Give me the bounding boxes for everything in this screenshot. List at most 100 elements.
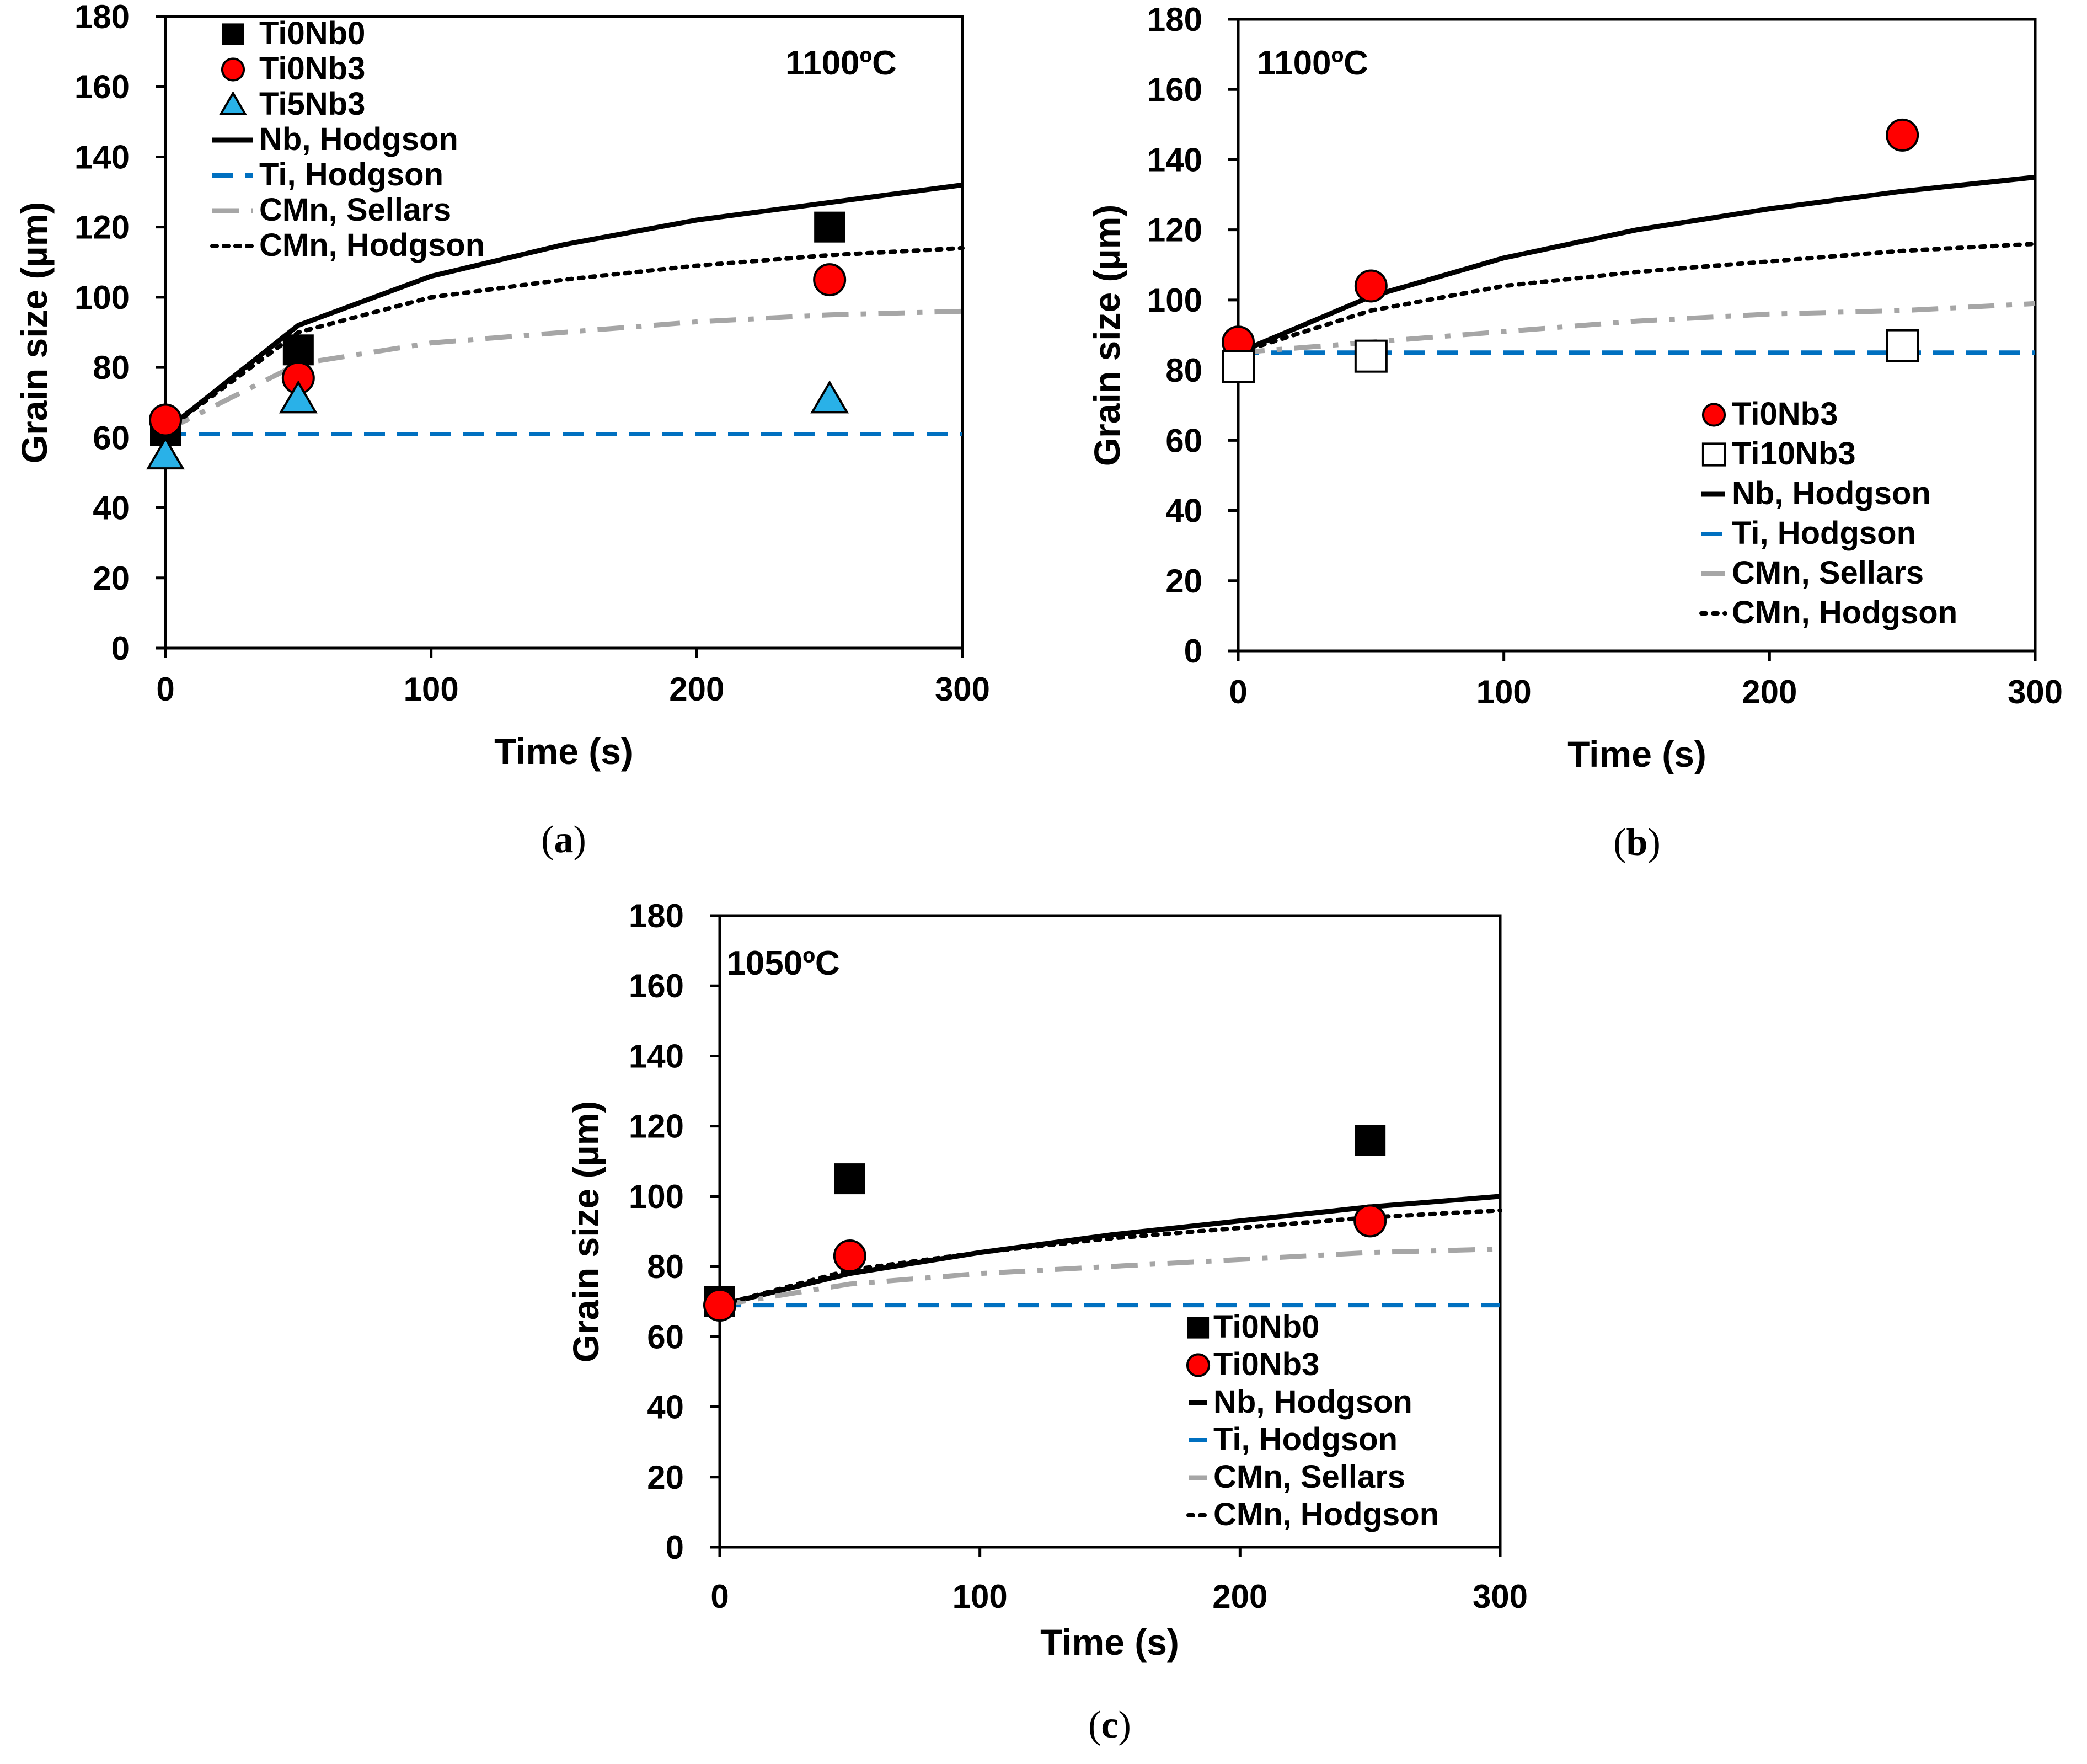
y-tick-label: 20 [1165, 563, 1202, 600]
y-tick-label: 180 [1147, 1, 1202, 38]
legend-label: Ti5Nb3 [259, 86, 365, 122]
curve-cmn-hodgson [718, 1208, 1502, 1308]
marker-ti10nb3 [1354, 339, 1388, 373]
y-tick-label: 60 [647, 1318, 684, 1355]
marker-ti0nb0 [834, 1163, 865, 1195]
panel-caption-letter: c [1101, 1704, 1118, 1746]
legend-label: Nb, Hodgson [1213, 1384, 1412, 1420]
x-tick-label: 0 [156, 671, 174, 708]
y-tick-label: 180 [74, 0, 130, 35]
y-tick-label: 160 [74, 68, 130, 105]
x-tick-label: 200 [1742, 673, 1797, 710]
temperature-label: 1100ºC [1257, 44, 1368, 82]
y-tick-label: 120 [629, 1108, 684, 1145]
chart-panel-a: 0 20 40 60 80 100 120 140 160 180 0 100 200 300 Time (… [14, 0, 990, 772]
y-tick-label: 160 [1147, 71, 1202, 108]
plot-area-frame [164, 15, 964, 650]
panel-caption-letter: b [1626, 821, 1648, 864]
chart-panel-c: 0 20 40 60 80 100 120 140 160 180 0 100 200 300 Time (… [565, 897, 1528, 1663]
y-tick-label: 20 [647, 1459, 684, 1496]
marker-ti5nb3 [810, 380, 849, 414]
x-axis-title: Time (s) [494, 731, 633, 772]
marker-ti0nb3 [1886, 118, 1919, 152]
legend-label: Ti, Hodgson [1213, 1421, 1398, 1457]
y-tick-label: 80 [93, 349, 130, 386]
marker-ti0nb0 [282, 334, 314, 366]
legend-label: Ti0Nb0 [259, 15, 365, 51]
legend-label: Nb, Hodgson [1732, 475, 1931, 511]
y-tick-label: 20 [93, 560, 130, 597]
curve-nb-hodgson [1237, 174, 2036, 355]
y-tick-label: 80 [1165, 352, 1202, 389]
y-tick-label: 100 [74, 279, 130, 316]
y-tick-label: 0 [1184, 633, 1202, 670]
y-tick-label: 60 [93, 419, 130, 456]
curve-nb-hodgson [164, 182, 963, 433]
legend-label: Ti0Nb3 [1732, 396, 1838, 432]
y-tick-label: 60 [1165, 422, 1202, 459]
legend-label: Ti, Hodgson [1732, 515, 1916, 551]
marker-ti10nb3 [1222, 350, 1255, 383]
legend-symbol-ti0nb3 [221, 57, 245, 82]
y-tick-label: 0 [666, 1529, 684, 1566]
legend-symbol-ti10nb3 [1701, 442, 1726, 467]
curve-cmn-hodgson [1236, 242, 2037, 355]
panel-caption-letter: a [554, 819, 574, 861]
panel-caption: (b) [1613, 821, 1661, 864]
y-tick-label: 120 [1147, 212, 1202, 249]
x-tick-label: 100 [1476, 673, 1532, 710]
x-tick-label: 0 [710, 1578, 729, 1615]
y-tick-label: 140 [1147, 141, 1202, 178]
marker-ti0nb3 [1354, 269, 1388, 303]
y-tick-label: 100 [629, 1178, 684, 1215]
curve-cmn-sellars [164, 308, 963, 433]
legend-label: Ti0Nb3 [1213, 1346, 1319, 1382]
x-tick-label: 100 [404, 671, 459, 708]
marker-ti0nb0 [814, 211, 845, 243]
x-tick-label: 300 [935, 671, 990, 708]
legend-label: Ti10Nb3 [1732, 436, 1856, 472]
y-tick-label: 0 [111, 630, 130, 667]
legend-label: CMn, Hodgson [1732, 595, 1957, 630]
marker-ti5nb3 [279, 380, 318, 414]
x-tick-label: 0 [1229, 673, 1247, 710]
legend-label: CMn, Hodgson [1213, 1496, 1439, 1532]
marker-ti5nb3 [146, 436, 185, 470]
y-tick-label: 40 [647, 1389, 684, 1426]
panel-caption: (c) [1088, 1704, 1131, 1746]
legend-symbol-ti0nb0 [1187, 1317, 1210, 1339]
legend-label: CMn, Sellars [259, 192, 451, 228]
plot-area-frame [718, 914, 1502, 1549]
x-tick-label: 300 [2008, 673, 2063, 710]
x-tick-label: 200 [1212, 1578, 1267, 1615]
y-tick-label: 160 [629, 967, 684, 1004]
y-tick-label: 140 [629, 1038, 684, 1075]
legend-symbol-ti0nb3 [1186, 1353, 1211, 1377]
marker-ti0nb0 [1355, 1125, 1386, 1156]
marker-ti0nb3 [833, 1239, 866, 1273]
x-axis-title: Time (s) [1040, 1622, 1179, 1663]
legend-label: Ti, Hodgson [259, 157, 443, 193]
legend-label: CMn, Sellars [1213, 1459, 1405, 1495]
marker-ti10nb3 [1886, 329, 1919, 362]
y-tick-label: 140 [74, 138, 130, 175]
legend-symbol-ti0nb0 [222, 23, 244, 45]
marker-ti0nb3 [703, 1289, 736, 1322]
temperature-label: 1050ºC [726, 944, 839, 982]
legend-label: Ti0Nb3 [259, 51, 365, 87]
legend-label: CMn, Sellars [1732, 555, 1924, 591]
curve-cmn-sellars [719, 1246, 1501, 1308]
marker-ti0nb3 [1353, 1204, 1387, 1238]
legend-label: Ti0Nb0 [1213, 1309, 1319, 1345]
legend-label: Nb, Hodgson [259, 121, 458, 157]
curve-cmn-hodgson [163, 245, 965, 433]
y-tick-label: 100 [1147, 282, 1202, 319]
legend-label: CMn, Hodgson [259, 227, 485, 263]
y-axis-title: Grain size (µm) [14, 202, 55, 463]
y-axis-title: Grain size (µm) [1087, 205, 1127, 466]
y-tick-label: 180 [629, 897, 684, 934]
